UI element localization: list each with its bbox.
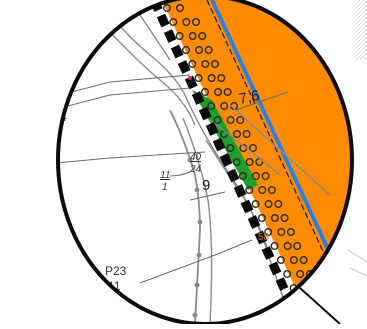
- circle-marker: [200, 87, 209, 96]
- circle-marker: [226, 143, 235, 152]
- circle-marker: [232, 129, 241, 138]
- faint-line: [349, 267, 367, 277]
- circle-marker: [274, 199, 283, 208]
- label-faint-58: 58: [258, 232, 270, 243]
- circle-marker: [261, 171, 270, 180]
- leader-lines: [58, 74, 289, 284]
- circle-marker: [251, 171, 260, 180]
- circle-marker: [258, 185, 267, 194]
- circle-marker: [296, 270, 305, 279]
- circle-marker: [286, 227, 295, 236]
- circle-marker: [299, 256, 308, 265]
- circle-marker: [182, 18, 191, 27]
- circle-marker: [270, 213, 279, 222]
- circle-marker: [194, 73, 203, 82]
- circle-marker: [204, 46, 213, 55]
- label-fraction-24-den: 24: [189, 164, 202, 175]
- circle-marker: [277, 227, 286, 236]
- circle-marker: [312, 284, 321, 293]
- circle-marker: [207, 101, 216, 110]
- circle-marker: [169, 18, 178, 27]
- circle-marker: [213, 115, 222, 124]
- circle-marker: [236, 115, 245, 124]
- circle-marker: [198, 32, 207, 41]
- circle-marker: [245, 185, 254, 194]
- circle-marker: [251, 199, 260, 208]
- circle-marker: [175, 3, 184, 12]
- circle-marker: [188, 32, 197, 41]
- circle-marker: [248, 143, 257, 152]
- circle-marker: [194, 46, 203, 55]
- circle-marker: [220, 101, 229, 110]
- circle-marker: [242, 129, 251, 138]
- label-p24: P24: [38, 77, 60, 91]
- circle-marker: [276, 256, 285, 265]
- circle-marker: [245, 157, 254, 166]
- circle-marker: [267, 185, 276, 194]
- circle-marker: [217, 73, 226, 82]
- circle-marker: [257, 213, 266, 222]
- label-fraction-11-num: 11: [160, 170, 170, 181]
- circle-marker: [191, 18, 200, 27]
- circle-marker: [188, 60, 197, 69]
- label-07-07: 07.07: [30, 92, 60, 106]
- label-fraction-1-den: 1: [162, 182, 168, 193]
- circle-marker: [264, 227, 273, 236]
- circle-marker: [207, 73, 216, 82]
- survey-points: [187, 157, 203, 318]
- circle-marker: [302, 284, 311, 293]
- label-nine: 9: [202, 177, 210, 194]
- circle-marker: [293, 241, 302, 250]
- circle-marker: [210, 60, 219, 69]
- circle-marker: [226, 115, 235, 124]
- circle-marker: [213, 87, 222, 96]
- circle-marker: [283, 270, 292, 279]
- circle-marker: [289, 256, 298, 265]
- faint-line: [347, 249, 367, 263]
- circle-marker: [162, 3, 171, 12]
- circle-marker: [280, 213, 289, 222]
- label-fraction-40-num: 40: [190, 152, 202, 163]
- circle-marker: [175, 32, 184, 41]
- circle-markers: [162, 3, 321, 293]
- circle-marker: [270, 241, 279, 250]
- label-p23: P23: [105, 264, 127, 278]
- circle-marker: [264, 199, 273, 208]
- label-seven-six: 7,6: [237, 87, 261, 108]
- circle-marker: [238, 171, 247, 180]
- lens-pointer-line: [299, 287, 341, 325]
- circle-marker: [232, 157, 241, 166]
- hatched-area: [355, 0, 367, 60]
- circle-marker: [223, 87, 232, 96]
- blue-boundary-line: [210, 0, 335, 261]
- red-marker: [188, 76, 192, 80]
- dashed-boundary-line: [206, 0, 329, 263]
- circle-marker: [181, 46, 190, 55]
- label-d-marker: (D): [18, 153, 37, 169]
- circle-marker: [283, 241, 292, 250]
- circle-marker: [201, 60, 210, 69]
- bold-dashed-line: [149, 0, 305, 324]
